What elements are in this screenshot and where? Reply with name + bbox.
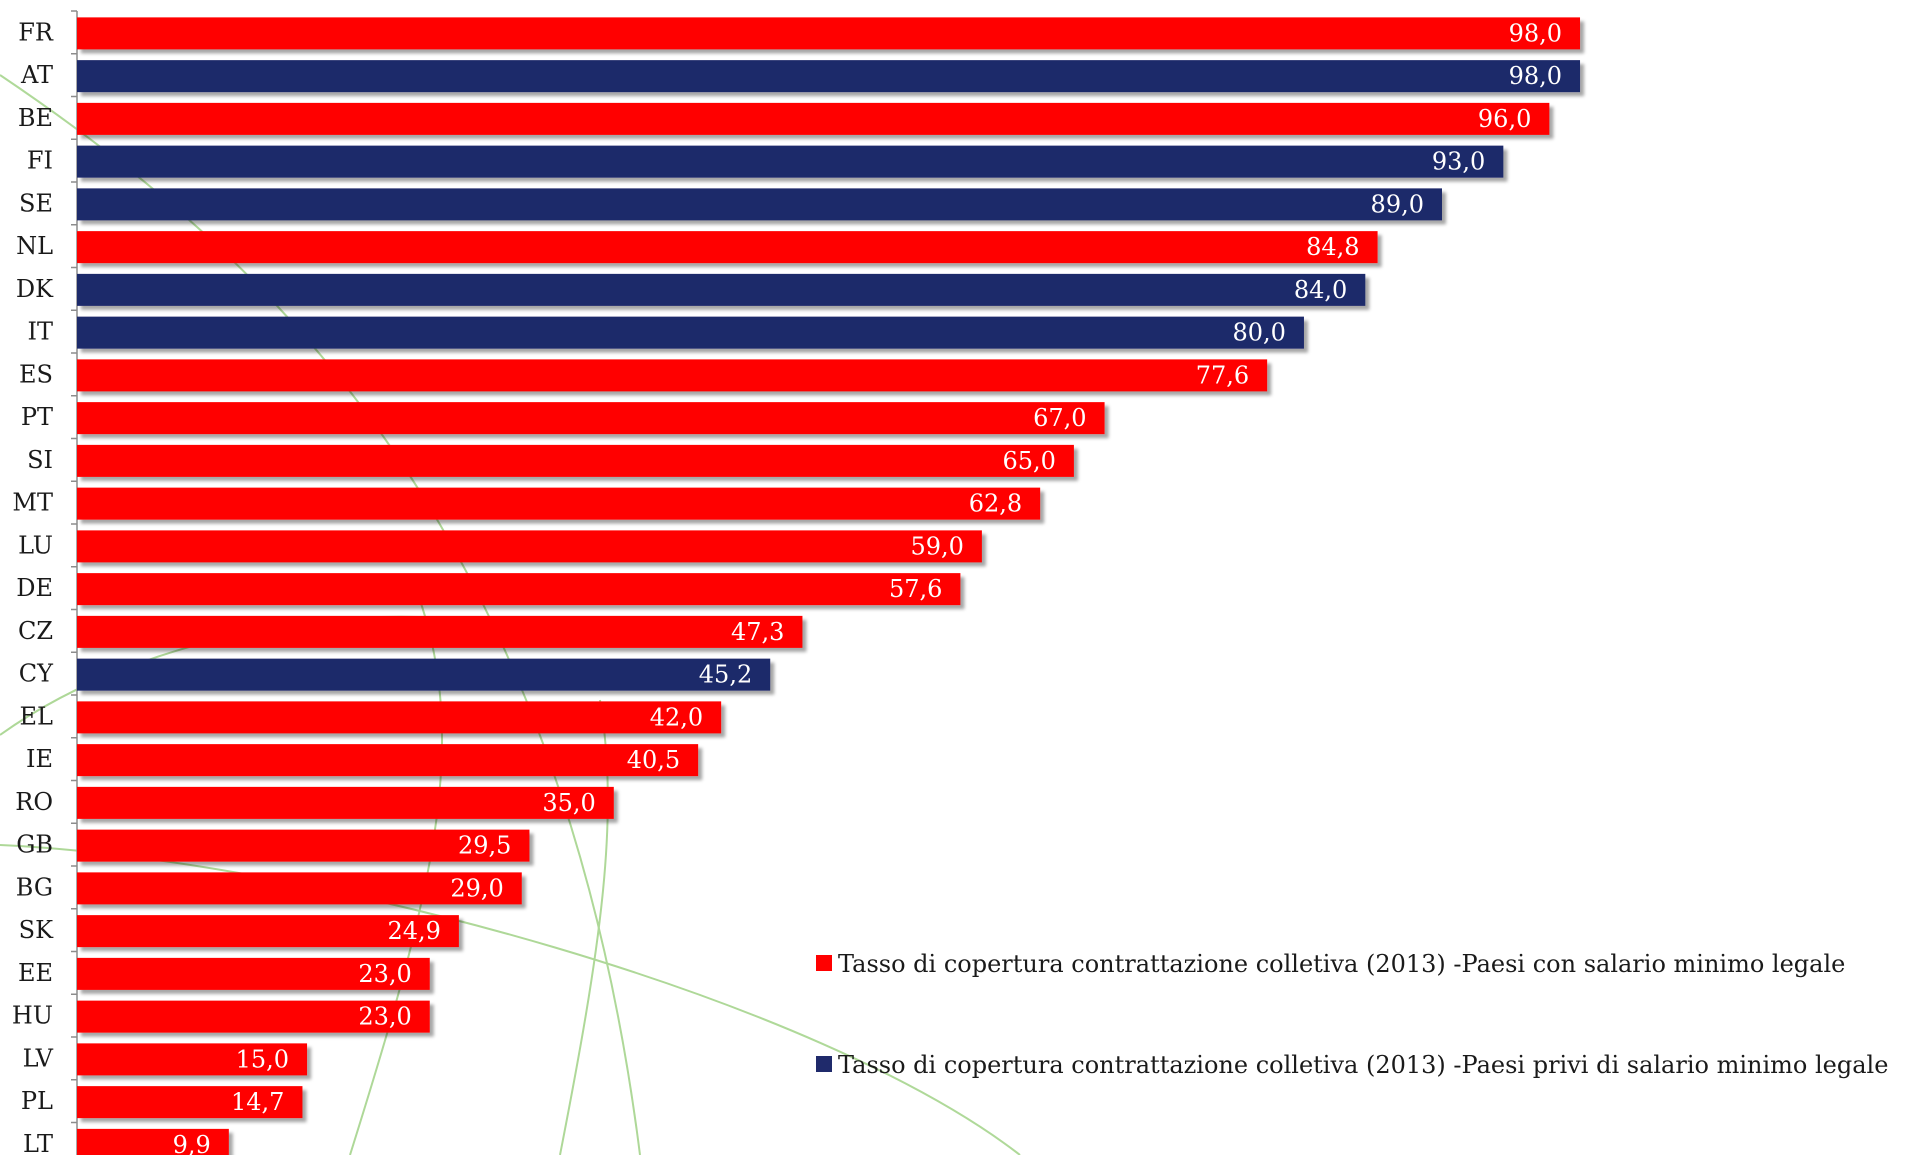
category-label-gb: GB: [16, 831, 53, 859]
bar-ee: [77, 957, 430, 990]
bar-dk: [77, 273, 1366, 306]
category-label-pt: PT: [21, 403, 53, 431]
value-label-ro: 35,0: [542, 789, 595, 817]
category-label-es: ES: [19, 360, 53, 388]
value-label-ee: 23,0: [358, 960, 411, 988]
category-label-se: SE: [19, 189, 53, 217]
value-label-it: 80,0: [1233, 319, 1286, 347]
bar-cy: [77, 658, 771, 691]
bar-sk: [77, 915, 459, 948]
bar-ro: [77, 786, 614, 819]
bar-pt: [77, 402, 1105, 435]
value-label-sk: 24,9: [387, 917, 440, 945]
legend-swatch-legal-minimum-wage: [816, 955, 832, 971]
bar-de: [77, 573, 961, 606]
legend-label-legal-minimum-wage: Tasso di copertura contrattazione collet…: [838, 950, 1845, 978]
value-label-el: 42,0: [650, 703, 703, 731]
bar-be: [77, 102, 1550, 135]
category-label-ie: IE: [26, 745, 53, 773]
bar-hu: [77, 1000, 430, 1033]
category-label-fi: FI: [27, 147, 53, 175]
category-label-pl: PL: [21, 1087, 53, 1115]
bar-se: [77, 188, 1442, 221]
value-label-bg: 29,0: [450, 874, 503, 902]
legend-label-no-legal-minimum-wage: Tasso di copertura contrattazione collet…: [838, 1051, 1888, 1079]
value-label-ie: 40,5: [627, 746, 680, 774]
category-label-lu: LU: [18, 531, 53, 559]
bar-bg: [77, 872, 522, 905]
value-label-gb: 29,5: [458, 832, 511, 860]
value-label-lu: 59,0: [910, 532, 963, 560]
category-label-fr: FR: [18, 18, 54, 46]
legend: Tasso di copertura contrattazione collet…: [816, 950, 1888, 1079]
bars: [77, 17, 1581, 1155]
value-label-lv: 15,0: [236, 1045, 289, 1073]
category-label-el: EL: [20, 702, 54, 730]
value-labels: 98,0 98,0 96,0 93,0 89,0 84,8 84,0 80,0 77,6 67,0…: [173, 19, 1562, 1155]
category-label-cy: CY: [19, 660, 54, 688]
bar-cz: [77, 615, 803, 648]
legend-swatch-no-legal-minimum-wage: [816, 1056, 832, 1072]
category-label-lt: LT: [23, 1130, 53, 1155]
bar-at: [77, 60, 1581, 93]
bar-lv: [77, 1043, 308, 1076]
y-axis: [71, 10, 78, 1155]
bar-si: [77, 444, 1074, 477]
value-label-nl: 84,8: [1306, 233, 1359, 261]
category-label-dk: DK: [16, 275, 54, 303]
category-label-ee: EE: [18, 959, 53, 987]
category-label-de: DE: [16, 574, 53, 602]
value-label-es: 77,6: [1196, 361, 1249, 389]
value-label-si: 65,0: [1002, 447, 1055, 475]
category-label-ro: RO: [15, 788, 53, 816]
bar-lu: [77, 530, 982, 563]
category-label-be: BE: [18, 104, 53, 132]
bar-fr: [77, 17, 1581, 50]
value-label-fi: 93,0: [1432, 148, 1485, 176]
bar-mt: [77, 487, 1041, 520]
value-label-fr: 98,0: [1509, 19, 1562, 47]
bar-el: [77, 701, 722, 734]
category-labels: FR AT BE FI SE NL DK IT ES PT SI MT LU DE CZ CY EL IE RO GB…: [12, 18, 54, 1155]
category-label-cz: CZ: [18, 617, 53, 645]
value-label-hu: 23,0: [358, 1003, 411, 1031]
value-label-at: 98,0: [1509, 62, 1562, 90]
value-label-dk: 84,0: [1294, 276, 1347, 304]
category-label-nl: NL: [16, 232, 53, 260]
value-label-pt: 67,0: [1033, 404, 1086, 432]
category-label-at: AT: [20, 61, 53, 89]
value-label-se: 89,0: [1371, 190, 1424, 218]
bar-ie: [77, 744, 699, 777]
value-label-de: 57,6: [889, 575, 942, 603]
bar-fi: [77, 145, 1504, 178]
value-label-mt: 62,8: [969, 490, 1022, 518]
bar-lt: [77, 1128, 229, 1155]
category-label-sk: SK: [19, 916, 54, 944]
category-label-lv: LV: [23, 1044, 54, 1072]
value-label-pl: 14,7: [231, 1088, 284, 1116]
category-label-mt: MT: [12, 489, 53, 517]
category-label-si: SI: [27, 446, 53, 474]
value-label-be: 96,0: [1478, 105, 1531, 133]
bar-nl: [77, 231, 1378, 264]
bar-it: [77, 316, 1304, 349]
category-label-it: IT: [28, 318, 54, 346]
bar-es: [77, 359, 1268, 392]
bar-gb: [77, 829, 530, 862]
category-label-hu: HU: [12, 1002, 53, 1030]
value-label-cy: 45,2: [699, 661, 752, 689]
value-label-cz: 47,3: [731, 618, 784, 646]
bar-pl: [77, 1086, 303, 1119]
category-label-bg: BG: [16, 873, 53, 901]
value-label-lt: 9,9: [173, 1131, 211, 1155]
